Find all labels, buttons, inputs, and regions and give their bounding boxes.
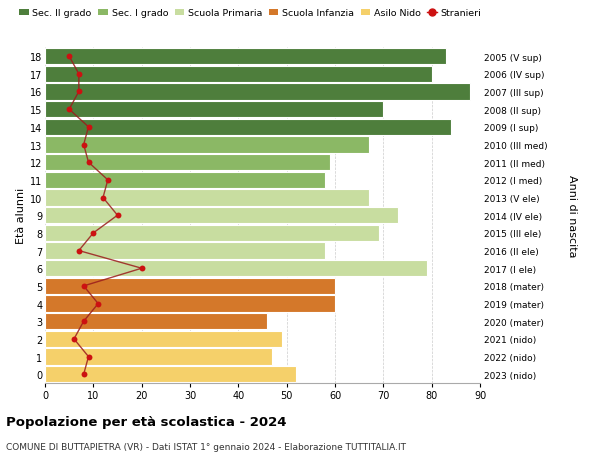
Point bbox=[74, 247, 83, 255]
Bar bbox=[45, 243, 325, 259]
Point bbox=[74, 89, 83, 96]
Bar bbox=[45, 331, 282, 347]
Point bbox=[84, 124, 94, 131]
Bar bbox=[45, 155, 330, 171]
Point bbox=[64, 53, 74, 61]
Point bbox=[103, 177, 113, 184]
Text: Popolazione per età scolastica - 2024: Popolazione per età scolastica - 2024 bbox=[6, 415, 287, 428]
Bar bbox=[45, 278, 335, 294]
Legend: Sec. II grado, Sec. I grado, Scuola Primaria, Scuola Infanzia, Asilo Nido, Stran: Sec. II grado, Sec. I grado, Scuola Prim… bbox=[19, 9, 481, 18]
Point bbox=[69, 336, 79, 343]
Bar bbox=[45, 190, 369, 206]
Point bbox=[79, 371, 88, 378]
Bar bbox=[45, 261, 427, 277]
Bar bbox=[45, 102, 383, 118]
Point bbox=[79, 141, 88, 149]
Point bbox=[113, 212, 122, 219]
Point bbox=[84, 353, 94, 360]
Point bbox=[79, 318, 88, 325]
Bar bbox=[45, 84, 470, 101]
Bar bbox=[45, 225, 379, 241]
Text: COMUNE DI BUTTAPIETRA (VR) - Dati ISTAT 1° gennaio 2024 - Elaborazione TUTTITALI: COMUNE DI BUTTAPIETRA (VR) - Dati ISTAT … bbox=[6, 442, 406, 451]
Bar bbox=[45, 172, 325, 189]
Bar bbox=[45, 366, 296, 382]
Point bbox=[137, 265, 146, 272]
Bar bbox=[45, 349, 272, 365]
Bar bbox=[45, 67, 431, 83]
Point bbox=[84, 159, 94, 167]
Y-axis label: Anni di nascita: Anni di nascita bbox=[567, 174, 577, 257]
Point bbox=[89, 230, 98, 237]
Bar bbox=[45, 49, 446, 65]
Point bbox=[98, 195, 108, 202]
Y-axis label: Età alunni: Età alunni bbox=[16, 188, 26, 244]
Bar bbox=[45, 207, 398, 224]
Bar bbox=[45, 137, 369, 153]
Bar bbox=[45, 119, 451, 136]
Point bbox=[79, 283, 88, 290]
Bar bbox=[45, 296, 335, 312]
Point bbox=[94, 300, 103, 308]
Point bbox=[74, 71, 83, 78]
Bar bbox=[45, 313, 268, 330]
Point bbox=[64, 106, 74, 113]
